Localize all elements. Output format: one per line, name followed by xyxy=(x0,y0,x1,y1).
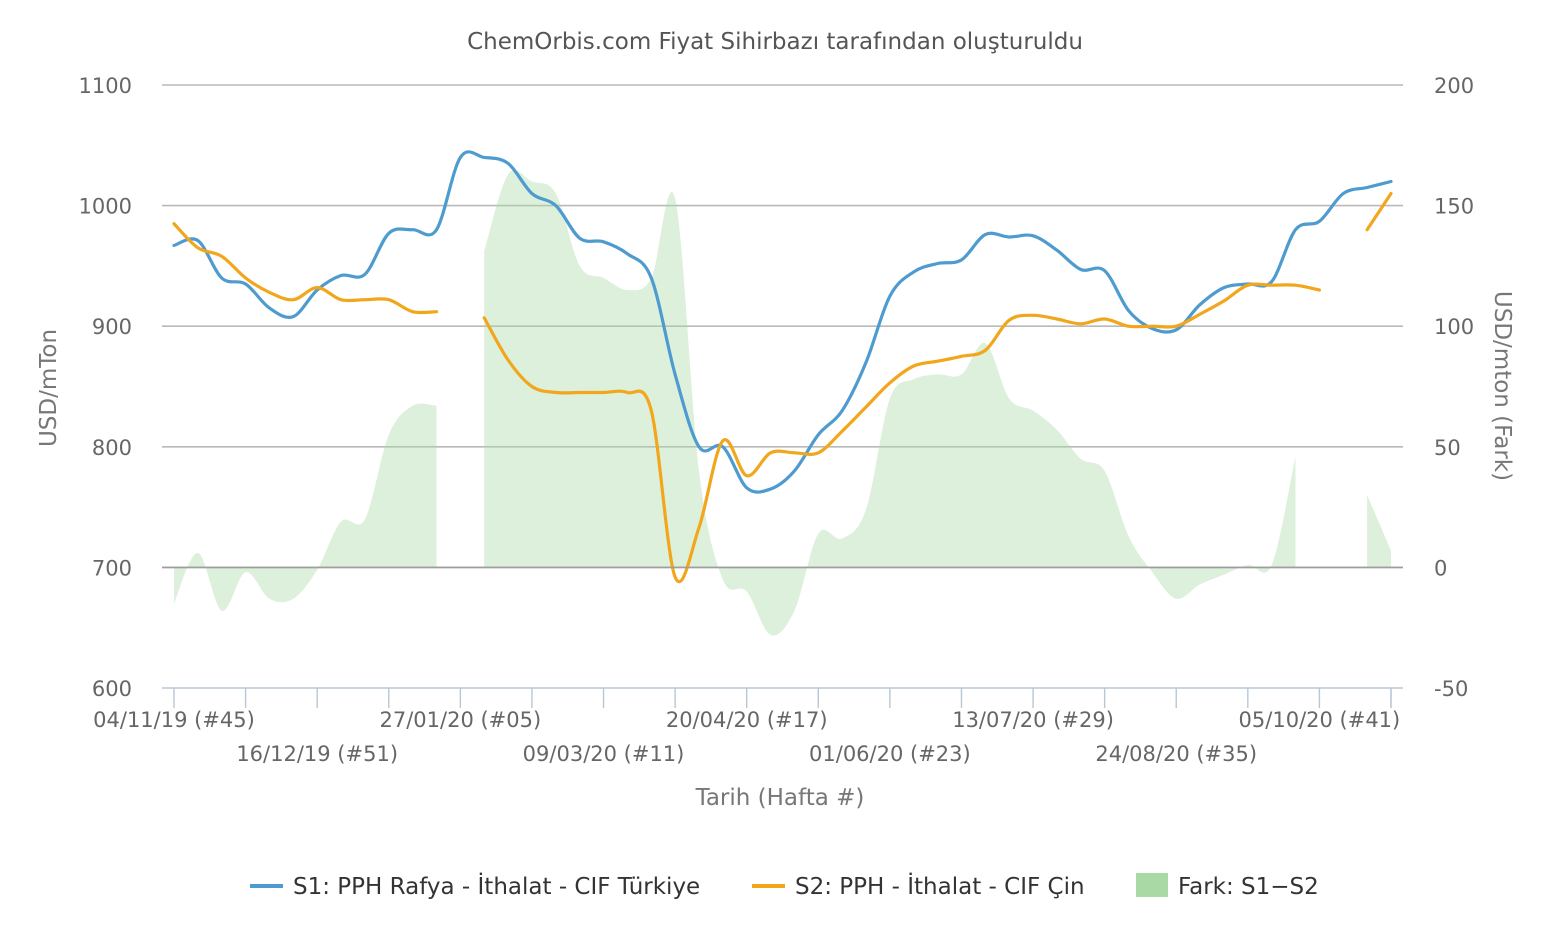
legend-item: S2: PPH - İthalat - CIF Çin xyxy=(752,872,1085,900)
series-s2-line xyxy=(172,222,439,315)
x-tick-label: 01/06/20 (#23) xyxy=(809,742,971,766)
x-tick-label: 05/10/20 (#41) xyxy=(1239,708,1401,732)
legend-label: S1: PPH Rafya - İthalat - CIF Türkiye xyxy=(293,872,700,900)
legend-item: Fark: S1−S2 xyxy=(1136,873,1319,900)
legend-item: S1: PPH Rafya - İthalat - CIF Türkiye xyxy=(250,872,700,900)
series-s2-line xyxy=(482,282,1321,584)
y-tick-label-right: -50 xyxy=(1434,677,1468,701)
grid-layer xyxy=(162,84,1403,569)
x-tick-label: 24/08/20 (#35) xyxy=(1095,742,1257,766)
difference-area xyxy=(1367,495,1391,568)
price-lines-layer xyxy=(162,150,1403,584)
y-tick-label-left: 800 xyxy=(92,436,132,460)
y-tick-label-right: 150 xyxy=(1434,195,1474,219)
x-tick-label: 16/12/19 (#51) xyxy=(236,742,398,766)
difference-area xyxy=(174,403,437,611)
x-tick-label: 27/01/20 (#05) xyxy=(380,708,542,732)
y-axis-right-title: USD/mton (Fark) xyxy=(1489,291,1515,481)
x-axis-title: Tarih (Hafta #) xyxy=(695,785,865,811)
x-tick-label: 04/11/19 (#45) xyxy=(93,708,255,732)
series-s1-line xyxy=(172,150,1393,494)
y-tick-label-left: 700 xyxy=(92,556,132,580)
legend-label: Fark: S1−S2 xyxy=(1178,874,1319,900)
series-s2-line xyxy=(1365,191,1393,232)
y-tick-label-right: 200 xyxy=(1434,74,1474,98)
x-tick-label: 20/04/20 (#17) xyxy=(666,708,828,732)
x-tick-label: 09/03/20 (#11) xyxy=(523,742,685,766)
x-tick-label: 13/07/20 (#29) xyxy=(952,708,1114,732)
y-tick-label-right: 50 xyxy=(1434,436,1461,460)
y-tick-label-left: 600 xyxy=(92,677,132,701)
axes-layer: 600 700 800 900 1000 1100 -50 0 50 100 150 200 04/11… xyxy=(79,74,1475,766)
legend-area-swatch xyxy=(1136,873,1168,897)
difference-area-layer xyxy=(174,169,1391,636)
y-tick-label-left: 1000 xyxy=(79,195,132,219)
chart-title: ChemOrbis.com Fiyat Sihirbazı tarafından… xyxy=(467,29,1083,55)
y-tick-label-left: 1100 xyxy=(79,74,132,98)
legend: S1: PPH Rafya - İthalat - CIF Türkiye S2:… xyxy=(250,872,1319,900)
y-tick-label-right: 100 xyxy=(1434,315,1474,339)
difference-area xyxy=(484,169,1296,636)
y-tick-label-left: 900 xyxy=(92,315,132,339)
y-tick-label-right: 0 xyxy=(1434,556,1447,580)
legend-label: S2: PPH - İthalat - CIF Çin xyxy=(795,872,1085,900)
y-axis-left-title: USD/mTon xyxy=(36,329,62,447)
